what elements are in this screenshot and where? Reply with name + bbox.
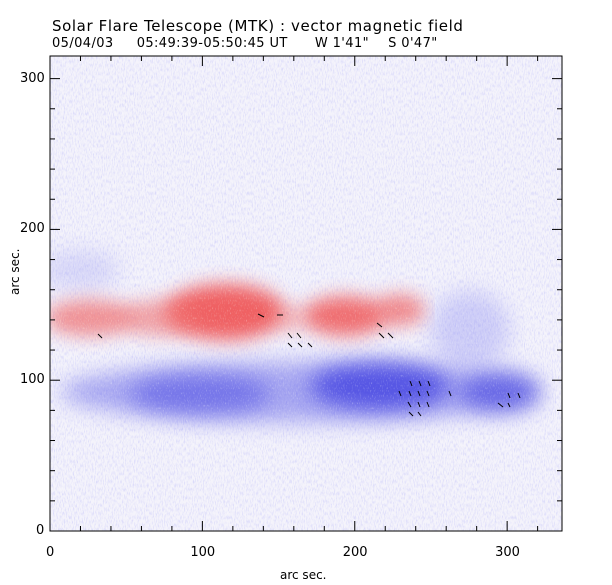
x-tick-label: 200 [342, 545, 368, 560]
magnetogram-image [50, 56, 562, 531]
y-tick-label: 200 [20, 221, 45, 237]
heliographic-latitude: S 0'47" [388, 36, 438, 51]
image-title: Solar Flare Telescope (MTK) : vector mag… [52, 17, 464, 35]
x-tick-label: 300 [495, 545, 520, 560]
observation-time: 05:49:39-05:50:45 UT [136, 36, 288, 51]
y-tick-label: 0 [36, 523, 45, 538]
observation-date: 05/04/03 [52, 36, 114, 51]
plot-frame [49, 55, 563, 532]
x-tick-label: 0 [46, 545, 55, 560]
x-axis-title: arc sec. [280, 568, 327, 582]
observation-info: 05/04/03 05:49:39-05:50:45 UT W 1'41" S … [52, 36, 438, 51]
axis-ticks [49, 56, 562, 532]
field-vectors [97, 313, 521, 417]
y-axis-title: arc sec. [8, 248, 22, 295]
x-tick-label: 100 [190, 545, 216, 560]
heliographic-longitude: W 1'41" [314, 36, 369, 51]
y-tick-label: 300 [20, 70, 45, 86]
y-tick-label: 100 [20, 372, 45, 388]
